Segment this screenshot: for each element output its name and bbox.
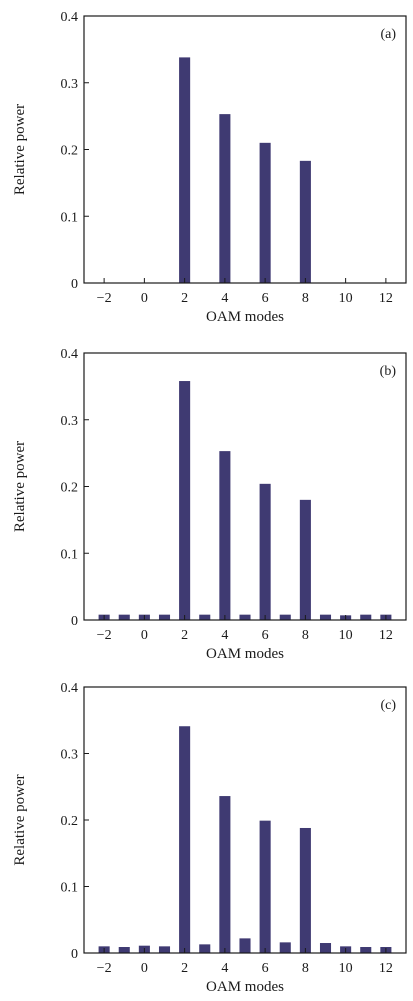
x-tick-label: 0 bbox=[141, 628, 148, 643]
x-tick-label: −2 bbox=[97, 961, 112, 976]
x-tick-label: 6 bbox=[262, 961, 269, 976]
y-tick-label: 0.4 bbox=[61, 10, 79, 25]
x-tick-label: 4 bbox=[221, 291, 228, 306]
bar bbox=[158, 614, 171, 620]
x-tick-label: 10 bbox=[339, 961, 353, 976]
bar bbox=[179, 726, 191, 953]
plot-frame bbox=[83, 686, 407, 954]
x-tick-label: −2 bbox=[97, 291, 112, 306]
y-tick-label: 0.1 bbox=[61, 210, 79, 225]
bar bbox=[199, 944, 211, 953]
y-tick-label: 0.1 bbox=[61, 547, 79, 562]
x-tick-label: 0 bbox=[141, 961, 148, 976]
bar bbox=[219, 796, 231, 953]
x-axis-label: OAM modes bbox=[206, 309, 284, 325]
bar bbox=[259, 142, 271, 283]
y-tick-label: 0.4 bbox=[61, 347, 79, 362]
bar bbox=[259, 483, 271, 620]
plot-frame bbox=[83, 352, 407, 621]
y-axis-label: Relative power bbox=[12, 104, 28, 195]
y-tick-label: 0 bbox=[71, 614, 78, 629]
bar bbox=[239, 614, 251, 620]
x-axis-label: OAM modes bbox=[206, 646, 284, 662]
bar bbox=[239, 938, 251, 953]
bar bbox=[199, 614, 211, 620]
x-tick-label: −2 bbox=[97, 628, 112, 643]
x-tick-label: 10 bbox=[339, 291, 353, 306]
y-tick-label: 0.4 bbox=[61, 681, 79, 696]
bar bbox=[279, 614, 291, 620]
plot-frame bbox=[83, 15, 407, 284]
x-tick-label: 6 bbox=[262, 628, 269, 643]
bar bbox=[279, 942, 291, 953]
panel-label: (a) bbox=[380, 27, 396, 42]
bar bbox=[219, 114, 231, 284]
x-tick-label: 6 bbox=[262, 291, 269, 306]
bar bbox=[259, 820, 271, 953]
x-axis-label: OAM modes bbox=[206, 979, 284, 995]
chart-panel: 0 0.1 0.2 0.3 0.4 −2 0 2 4 6 8 10 12 OAM modes Relativ… bbox=[12, 10, 407, 325]
y-axis-label: Relative power bbox=[12, 441, 28, 532]
bar bbox=[118, 947, 130, 953]
x-tick-label: 8 bbox=[302, 961, 309, 976]
bar bbox=[219, 451, 231, 620]
x-tick-label: 2 bbox=[181, 961, 188, 976]
y-axis-label: Relative power bbox=[12, 774, 28, 865]
bar bbox=[319, 614, 332, 620]
x-tick-label: 12 bbox=[379, 291, 393, 306]
bar bbox=[179, 57, 191, 283]
chart-panel: 0 0.1 0.2 0.3 0.4 −2 0 2 4 6 8 10 12 OAM modes Relativ… bbox=[12, 681, 407, 995]
x-tick-label: 12 bbox=[379, 628, 393, 643]
bar bbox=[299, 160, 311, 283]
bar bbox=[299, 827, 311, 953]
y-tick-label: 0.3 bbox=[61, 748, 79, 763]
y-tick-label: 0 bbox=[71, 947, 78, 962]
bar bbox=[299, 499, 311, 620]
x-tick-label: 12 bbox=[379, 961, 393, 976]
x-tick-label: 2 bbox=[181, 628, 188, 643]
x-tick-label: 2 bbox=[181, 291, 188, 306]
x-tick-label: 4 bbox=[221, 961, 228, 976]
x-tick-label: 8 bbox=[302, 291, 309, 306]
bar bbox=[360, 947, 372, 953]
chart-panel: 0 0.1 0.2 0.3 0.4 −2 0 2 4 6 8 10 12 OAM modes Relativ… bbox=[12, 347, 407, 662]
y-tick-label: 0.3 bbox=[61, 414, 79, 429]
bar bbox=[118, 614, 130, 620]
panel-label: (c) bbox=[380, 698, 396, 713]
x-tick-label: 8 bbox=[302, 628, 309, 643]
bar bbox=[158, 946, 171, 953]
bar bbox=[179, 381, 191, 620]
panel-label: (b) bbox=[380, 364, 397, 379]
x-tick-label: 0 bbox=[141, 291, 148, 306]
y-tick-label: 0.2 bbox=[61, 144, 79, 159]
y-tick-label: 0 bbox=[71, 277, 78, 292]
x-tick-label: 10 bbox=[339, 628, 353, 643]
bar bbox=[319, 943, 332, 953]
bar bbox=[360, 614, 372, 620]
x-tick-label: 4 bbox=[221, 628, 228, 643]
y-tick-label: 0.2 bbox=[61, 481, 79, 496]
y-tick-label: 0.3 bbox=[61, 77, 79, 92]
y-tick-label: 0.1 bbox=[61, 881, 79, 896]
y-tick-label: 0.2 bbox=[61, 814, 79, 829]
